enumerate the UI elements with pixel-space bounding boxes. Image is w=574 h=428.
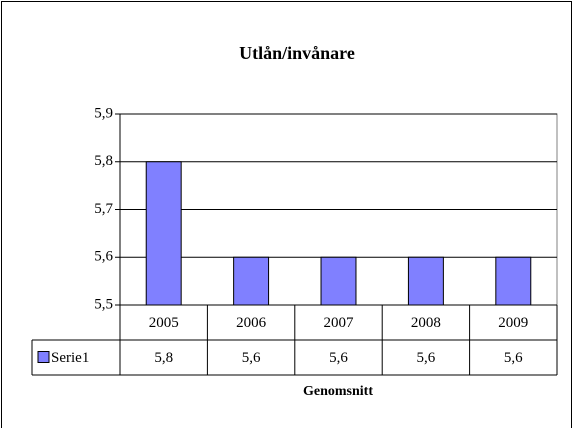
- bar: [407, 256, 444, 306]
- bar: [495, 256, 532, 306]
- bar: [145, 161, 182, 306]
- legend-label: Serie1: [51, 350, 89, 366]
- data-table-value: 5,6: [417, 350, 436, 366]
- data-table-value: 5,8: [154, 350, 173, 366]
- bar: [320, 256, 357, 306]
- x-tick-label: 2009: [498, 315, 528, 331]
- x-tick-label: 2006: [236, 315, 267, 331]
- x-tick-label: 2008: [411, 315, 441, 331]
- data-table-value: 5,6: [504, 350, 523, 366]
- y-tick-label: 5,7: [94, 201, 113, 217]
- y-tick-label: 5,6: [94, 249, 113, 265]
- y-tick-label: 5,8: [94, 153, 113, 169]
- data-table-value: 5,6: [329, 350, 348, 366]
- y-tick-label: 5,9: [94, 105, 113, 121]
- bar: [233, 256, 270, 306]
- legend-key: [37, 351, 50, 363]
- y-tick-label: 5,5: [94, 296, 113, 312]
- chart-title: Utlån/invånare: [239, 43, 355, 63]
- x-axis-label: Genomsnitt: [303, 384, 373, 399]
- x-tick-label: 2007: [324, 315, 355, 331]
- x-tick-label: 2005: [149, 315, 179, 331]
- data-table-value: 5,6: [242, 350, 261, 366]
